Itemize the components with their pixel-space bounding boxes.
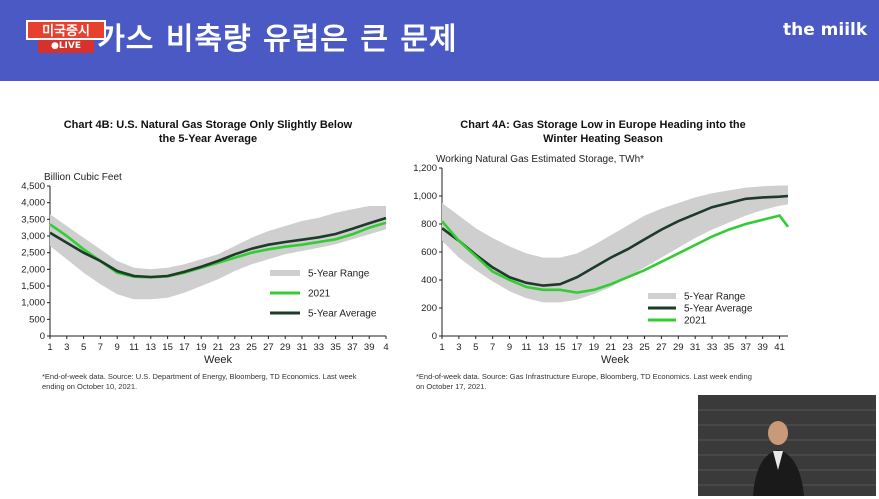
x-tick-label: 37: [347, 342, 358, 353]
x-tick-label: 17: [572, 342, 583, 353]
x-tick-label: 5: [473, 342, 478, 353]
legend-label: 2021: [684, 316, 707, 327]
chart-title: Chart 4B: U.S. Natural Gas Storage Only …: [63, 119, 353, 145]
x-tick-label: 23: [622, 342, 633, 353]
header-bar: 천연가스 비축량 유럽은 큰 문제 미국증시 ●LIVE the miilk: [0, 0, 879, 81]
x-tick-label: 23: [230, 342, 241, 353]
x-tick-label: 3: [456, 342, 461, 353]
x-tick-label: 35: [724, 342, 735, 353]
y-tick-label: 1,000: [21, 298, 45, 309]
x-tick-label: 25: [639, 342, 650, 353]
x-tick-label: 25: [246, 342, 257, 353]
y-tick-label: 3,500: [21, 214, 45, 225]
y-axis-label: Working Natural Gas Estimated Storage, T…: [436, 154, 644, 165]
x-tick-label: 1: [47, 342, 52, 353]
series-range-band: [442, 185, 788, 303]
series-range-band: [50, 206, 386, 300]
x-tick-label: 21: [605, 342, 616, 353]
presenter-video: [698, 395, 876, 496]
x-tick-label: 11: [129, 342, 139, 353]
series-line: [49, 216, 387, 279]
chart-europe-storage: Chart 4A: Gas Storage Low in Europe Head…: [408, 110, 808, 400]
presenter-image: [698, 395, 876, 496]
y-tick-label: 600: [421, 247, 437, 258]
x-tick-label: 29: [673, 342, 684, 353]
x-tick-label: 33: [314, 342, 325, 353]
x-tick-label: 13: [146, 342, 157, 353]
x-tick-label: 29: [280, 342, 291, 353]
y-tick-label: 1,500: [21, 281, 45, 292]
series-line: [441, 194, 789, 287]
x-tick-label: 33: [707, 342, 718, 353]
y-tick-label: 2,000: [21, 264, 45, 275]
y-tick-label: 3,000: [21, 231, 45, 242]
x-tick-label: 21: [213, 342, 224, 353]
legend-label: 2021: [308, 289, 331, 300]
legend-label: 5-Year Range: [308, 269, 370, 280]
x-tick-label: 7: [98, 342, 103, 353]
chart-footnote: *End-of-week data. Source: U.S. Departme…: [42, 372, 357, 391]
x-tick-label: 37: [741, 342, 752, 353]
y-axis-label: Billion Cubic Feet: [44, 172, 122, 183]
chart-svg: 0 500 1,000 1,500 2,000 2,500 3,000 3,500 4,000 4…: [21, 172, 388, 366]
x-tick-label: 15: [555, 342, 566, 353]
x-tick-label: 19: [196, 342, 207, 353]
y-tick-label: 800: [421, 219, 437, 230]
y-tick-label: 200: [421, 303, 437, 314]
y-tick-label: 500: [29, 314, 45, 325]
y-tick-label: 1,200: [413, 163, 437, 174]
channel-logo: 미국증시 ●LIVE: [26, 20, 106, 54]
logo-text: 미국증시: [26, 20, 106, 40]
x-tick-label: 7: [490, 342, 495, 353]
x-tick-label: 3: [64, 342, 69, 353]
live-badge: ●LIVE: [38, 40, 94, 53]
brand-logo: the miilk: [783, 20, 868, 40]
series-line: [441, 214, 790, 294]
y-tick-label: 2,500: [21, 248, 45, 259]
x-tick-label: 39: [364, 342, 375, 353]
y-tick-label: 1,000: [413, 191, 437, 202]
x-tick-label: 5: [81, 342, 86, 353]
x-tick-label: 39: [757, 342, 768, 353]
y-tick-label: 400: [421, 275, 437, 286]
x-tick-label: 13: [538, 342, 549, 353]
page-title: 천연가스 비축량 유럽은 큰 문제: [40, 22, 458, 57]
x-tick-label: 4: [383, 342, 388, 353]
x-axis-label: Week: [601, 354, 629, 366]
x-tick-label: 35: [330, 342, 341, 353]
x-tick-label: 27: [263, 342, 274, 353]
x-tick-label: 17: [179, 342, 190, 353]
y-tick-label: 0: [432, 331, 437, 342]
chart-us-storage: Chart 4B: U.S. Natural Gas Storage Only …: [0, 110, 420, 400]
x-tick-label: 19: [589, 342, 600, 353]
x-tick-label: 1: [439, 342, 444, 353]
legend-label: 5-Year Range: [684, 292, 746, 303]
legend-label: 5-Year Average: [308, 309, 377, 320]
y-tick-label: 4,500: [21, 181, 45, 192]
x-tick-label: 9: [115, 342, 120, 353]
chart-title: Chart 4A: Gas Storage Low in Europe Head…: [460, 119, 746, 145]
y-tick-label: 0: [40, 331, 45, 342]
x-tick-label: 11: [521, 342, 531, 353]
y-tick-label: 4,000: [21, 198, 45, 209]
legend-label: 5-Year Average: [684, 304, 753, 315]
x-tick-label: 41: [774, 342, 785, 353]
chart-footnote: *End-of-week data. Source: Gas Infrastru…: [416, 372, 752, 391]
x-tick-label: 31: [690, 342, 701, 353]
x-axis-label: Week: [204, 354, 232, 366]
x-tick-label: 15: [162, 342, 173, 353]
x-tick-label: 31: [297, 342, 308, 353]
x-tick-label: 27: [656, 342, 667, 353]
x-tick-label: 9: [507, 342, 512, 353]
